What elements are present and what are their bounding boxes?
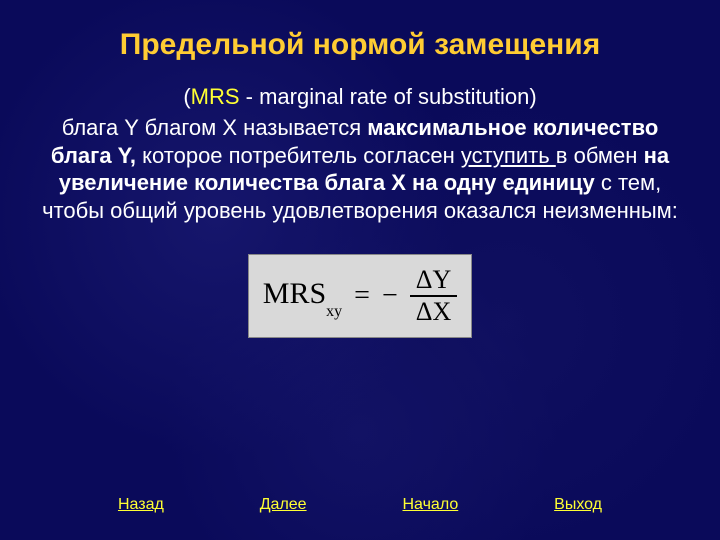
formula-container: MRSxy = − ΔY ΔX	[40, 254, 680, 338]
nav-exit-link[interactable]: Выход	[554, 496, 602, 514]
formula-subscript: xy	[326, 303, 342, 320]
slide: Предельной нормой замещения (MRS - margi…	[0, 0, 720, 540]
formula-fraction: ΔY ΔX	[410, 265, 458, 327]
formula-box: MRSxy = − ΔY ΔX	[248, 254, 472, 338]
subtitle: (MRS - marginal rate of substitution)	[40, 84, 680, 110]
body-mid1: которое потребитель согласен	[142, 143, 461, 168]
nav-home-link[interactable]: Начало	[402, 496, 458, 514]
mrs-abbreviation: MRS	[191, 84, 240, 109]
body-mid2: в обмен	[556, 143, 644, 168]
formula-equals: =	[354, 280, 370, 312]
body-pre1: блага Y благом X называется	[62, 115, 368, 140]
body-underline1: уступить	[461, 143, 556, 168]
slide-title: Предельной нормой замещения	[40, 28, 680, 62]
nav-back-link[interactable]: Назад	[118, 496, 164, 514]
formula-lhs-text: MRS	[263, 277, 326, 310]
mrs-expansion: - marginal rate of substitution)	[240, 84, 537, 109]
nav-next-link[interactable]: Далее	[260, 496, 307, 514]
formula-numerator: ΔY	[410, 265, 458, 295]
formula-denominator: ΔX	[410, 297, 458, 327]
formula-lhs: MRSxy	[263, 277, 342, 315]
body-paragraph: блага Y благом X называется максимальное…	[40, 114, 680, 224]
nav-bar: Назад Далее Начало Выход	[40, 496, 680, 520]
formula-sign: −	[382, 280, 398, 312]
